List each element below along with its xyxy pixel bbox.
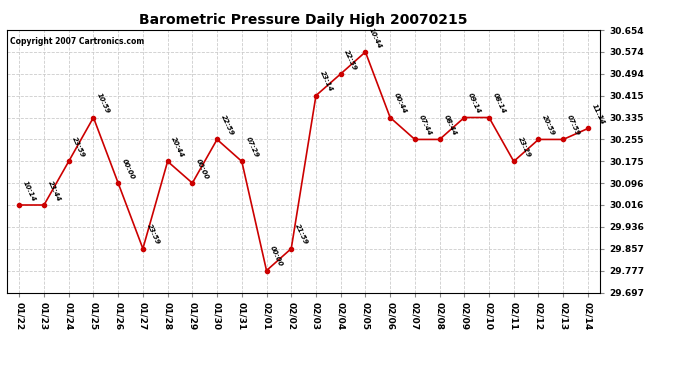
Text: 23:59: 23:59: [72, 136, 86, 159]
Text: 00:00: 00:00: [269, 245, 284, 268]
Text: 23:59: 23:59: [146, 223, 161, 246]
Text: 07:44: 07:44: [417, 114, 433, 136]
Title: Barometric Pressure Daily High 20070215: Barometric Pressure Daily High 20070215: [139, 13, 468, 27]
Text: 00:00: 00:00: [195, 158, 210, 180]
Text: 10:14: 10:14: [22, 180, 37, 202]
Text: 23:44: 23:44: [47, 180, 61, 202]
Text: 08:14: 08:14: [492, 92, 506, 115]
Text: 10:44: 10:44: [368, 27, 383, 49]
Text: 21:59: 21:59: [294, 223, 309, 246]
Text: 23:29: 23:29: [517, 136, 531, 159]
Text: 22:59: 22:59: [220, 114, 235, 136]
Text: 00:00: 00:00: [121, 158, 136, 180]
Text: 10:59: 10:59: [96, 92, 111, 115]
Text: 08:44: 08:44: [442, 114, 457, 136]
Text: Copyright 2007 Cartronics.com: Copyright 2007 Cartronics.com: [10, 37, 144, 46]
Text: 07:29: 07:29: [244, 136, 259, 159]
Text: 23:14: 23:14: [319, 70, 333, 93]
Text: 11:14: 11:14: [591, 103, 606, 126]
Text: 22:59: 22:59: [344, 48, 358, 71]
Text: 07:59: 07:59: [566, 114, 581, 136]
Text: 20:44: 20:44: [170, 136, 185, 159]
Text: 20:59: 20:59: [541, 114, 556, 136]
Text: 00:44: 00:44: [393, 92, 408, 115]
Text: 09:14: 09:14: [467, 92, 482, 115]
